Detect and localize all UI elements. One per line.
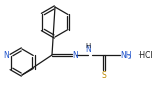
Text: N: N <box>73 50 78 59</box>
Text: N: N <box>85 45 91 54</box>
Text: S: S <box>102 71 106 80</box>
Text: N: N <box>4 52 9 60</box>
Text: ·HCl: ·HCl <box>137 50 153 59</box>
Text: H: H <box>85 43 91 49</box>
Text: NH: NH <box>120 50 132 59</box>
Text: 2: 2 <box>128 55 132 60</box>
